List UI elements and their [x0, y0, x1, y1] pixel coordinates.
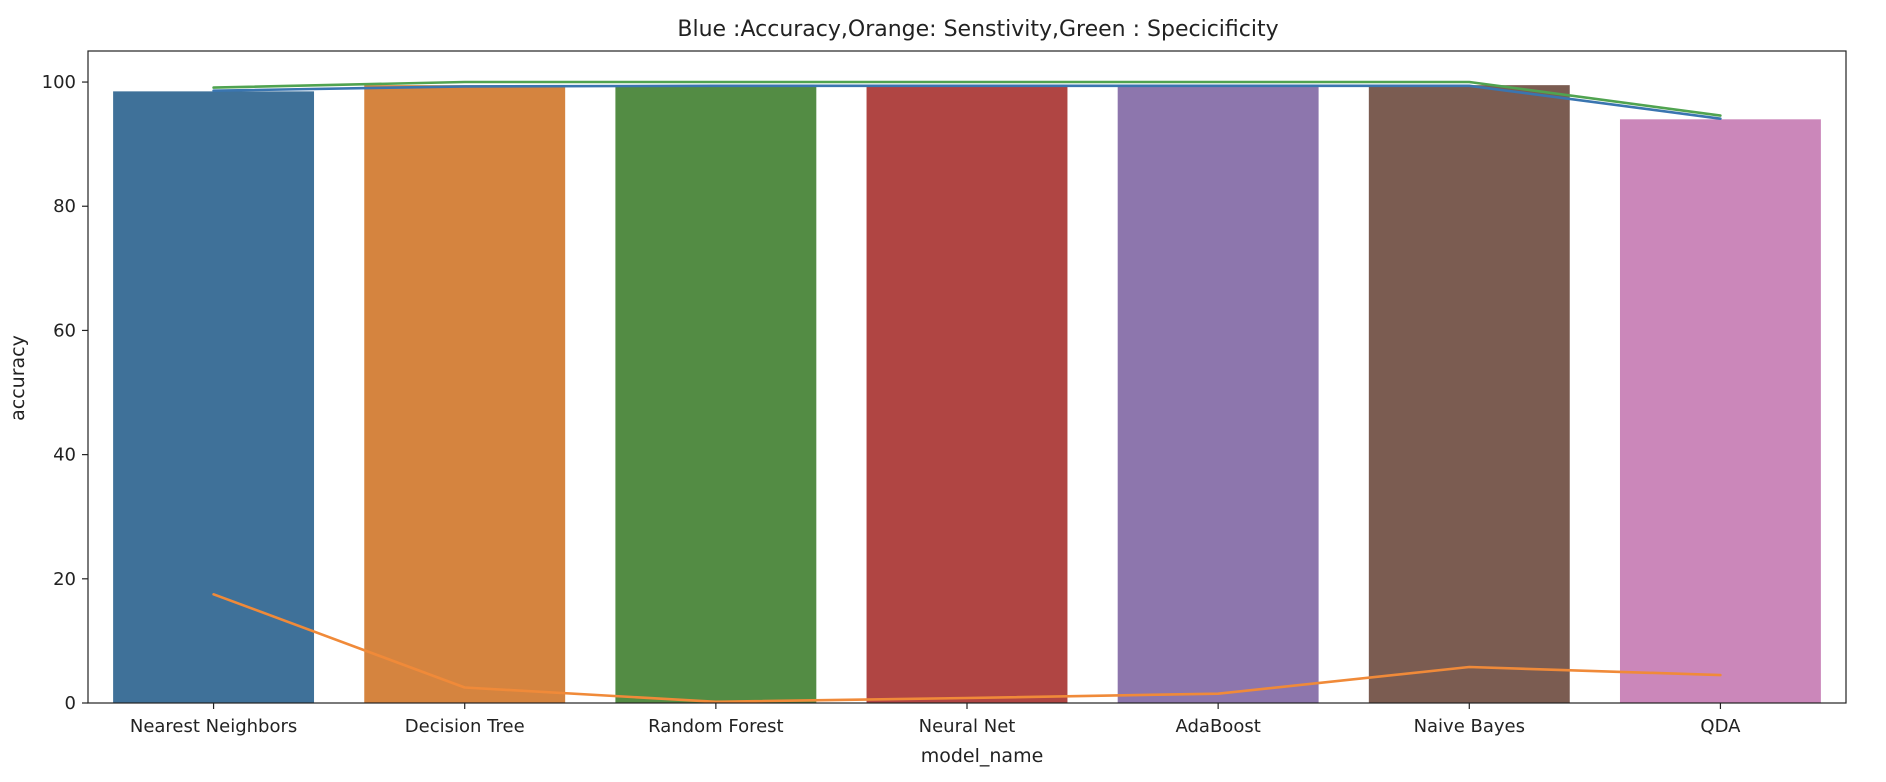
bar-2 [615, 85, 817, 703]
series-line-2 [212, 80, 1722, 117]
lines-layer [212, 80, 1722, 704]
y-tick-label-0: 0 [65, 693, 76, 714]
ticks-layer: 0 20 40 60 80 100 Nearest Neighbors Decision Tr… [42, 72, 1741, 737]
series-line-1 [212, 592, 1722, 704]
x-tick-label-2: Random Forest [648, 716, 783, 737]
x-tick-label-4: AdaBoost [1176, 716, 1261, 737]
x-tick-label-6: QDA [1700, 716, 1741, 737]
y-tick-label-3: 60 [53, 320, 76, 341]
x-tick-label-5: Naive Bayes [1414, 716, 1525, 737]
chart-title: Blue :Accuracy,Orange: Senstivity,Green … [677, 17, 1278, 42]
x-tick-label-1: Decision Tree [405, 716, 525, 737]
y-tick-label-2: 40 [53, 445, 76, 466]
x-tick-label-3: Neural Net [919, 716, 1016, 737]
y-tick-label-4: 80 [53, 196, 76, 217]
y-tick-label-5: 100 [42, 72, 76, 93]
bar-0 [113, 91, 315, 703]
x-axis-label: model_name [921, 745, 1044, 767]
y-tick-label-1: 20 [53, 569, 76, 590]
bars-layer [113, 85, 1821, 704]
x-tick-label-0: Nearest Neighbors [130, 716, 297, 737]
bar-1 [364, 85, 566, 703]
series-line-0 [212, 84, 1722, 120]
bar-6 [1619, 119, 1821, 704]
bar-5 [1368, 85, 1570, 703]
y-axis-label: accuracy [7, 335, 29, 421]
bar-3 [866, 85, 1068, 703]
bar-4 [1117, 85, 1319, 703]
